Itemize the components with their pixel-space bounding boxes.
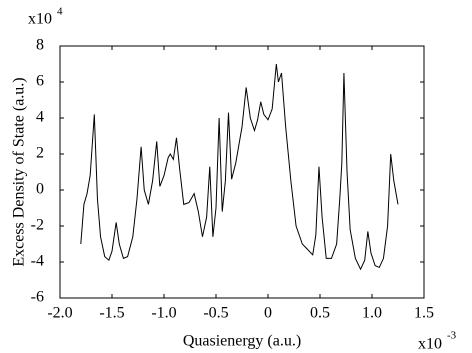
- x-tick-label: 1.0: [362, 305, 382, 322]
- x-tick-label: 1.5: [414, 305, 434, 322]
- y-tick-label: 6: [36, 73, 44, 90]
- y-tick-label: 8: [36, 37, 44, 54]
- y-multiplier-exponent: 4: [57, 6, 63, 18]
- x-tick-label: -2.0: [47, 305, 72, 322]
- y-tick-label: -6: [31, 289, 44, 306]
- x-tick-label: 0.5: [310, 305, 330, 322]
- x-axis-label: Quasienergy (a.u.): [183, 333, 301, 350]
- x-tick-label: -0.5: [203, 305, 228, 322]
- x-tick-label: -1.5: [99, 305, 124, 322]
- y-tick-label: -4: [31, 253, 44, 270]
- x-multiplier: x10: [418, 336, 442, 353]
- y-tick-label: 0: [36, 181, 44, 198]
- x-tick-label: -1.0: [151, 305, 176, 322]
- y-tick-label: 4: [36, 109, 44, 126]
- y-multiplier: x10: [28, 11, 52, 28]
- x-tick-label: 0: [264, 305, 272, 322]
- y-axis-label: Excess Density of State (a.u.): [11, 77, 28, 266]
- plot-frame: [59, 45, 425, 299]
- y-tick-label: -2: [31, 217, 44, 234]
- x-multiplier-exponent: -3: [447, 330, 457, 342]
- data-line: [80, 63, 399, 271]
- y-tick-label: 2: [36, 145, 44, 162]
